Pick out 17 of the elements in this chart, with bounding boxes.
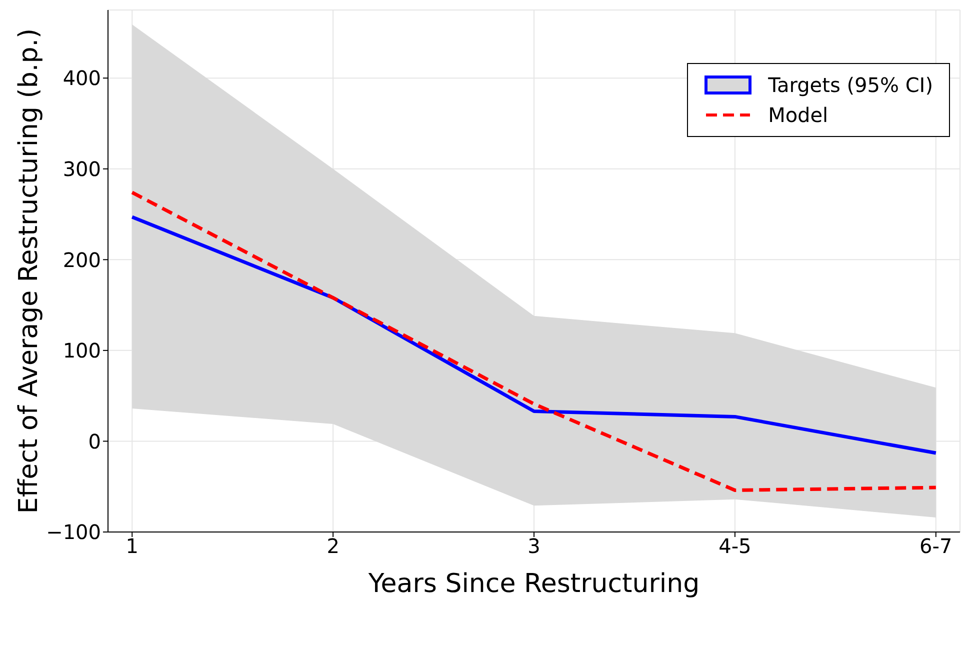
legend-label: Targets (95% CI): [768, 73, 933, 97]
legend-label: Model: [768, 103, 828, 127]
x-tick-label: 1: [126, 534, 138, 558]
line-series: [130, 215, 938, 455]
x-tick-label: 6-7: [920, 534, 952, 558]
y-tick-label: 400: [62, 66, 101, 90]
x-tick-label: 3: [528, 534, 540, 558]
y-tick-label: 200: [62, 248, 101, 272]
x-axis-title: Years Since Restructuring: [367, 569, 700, 599]
line-series: [130, 190, 938, 492]
x-tick-label: 2: [326, 534, 340, 558]
y-tick-label: 300: [62, 156, 101, 181]
y-tick-label: 100: [62, 338, 101, 363]
y-tick-label: −100: [46, 520, 101, 544]
x-tick-label: 4-5: [718, 534, 752, 558]
y-axis-title: Effect of Average Restructuring (b.p.): [14, 28, 44, 514]
y-tick-label: 0: [88, 429, 101, 454]
